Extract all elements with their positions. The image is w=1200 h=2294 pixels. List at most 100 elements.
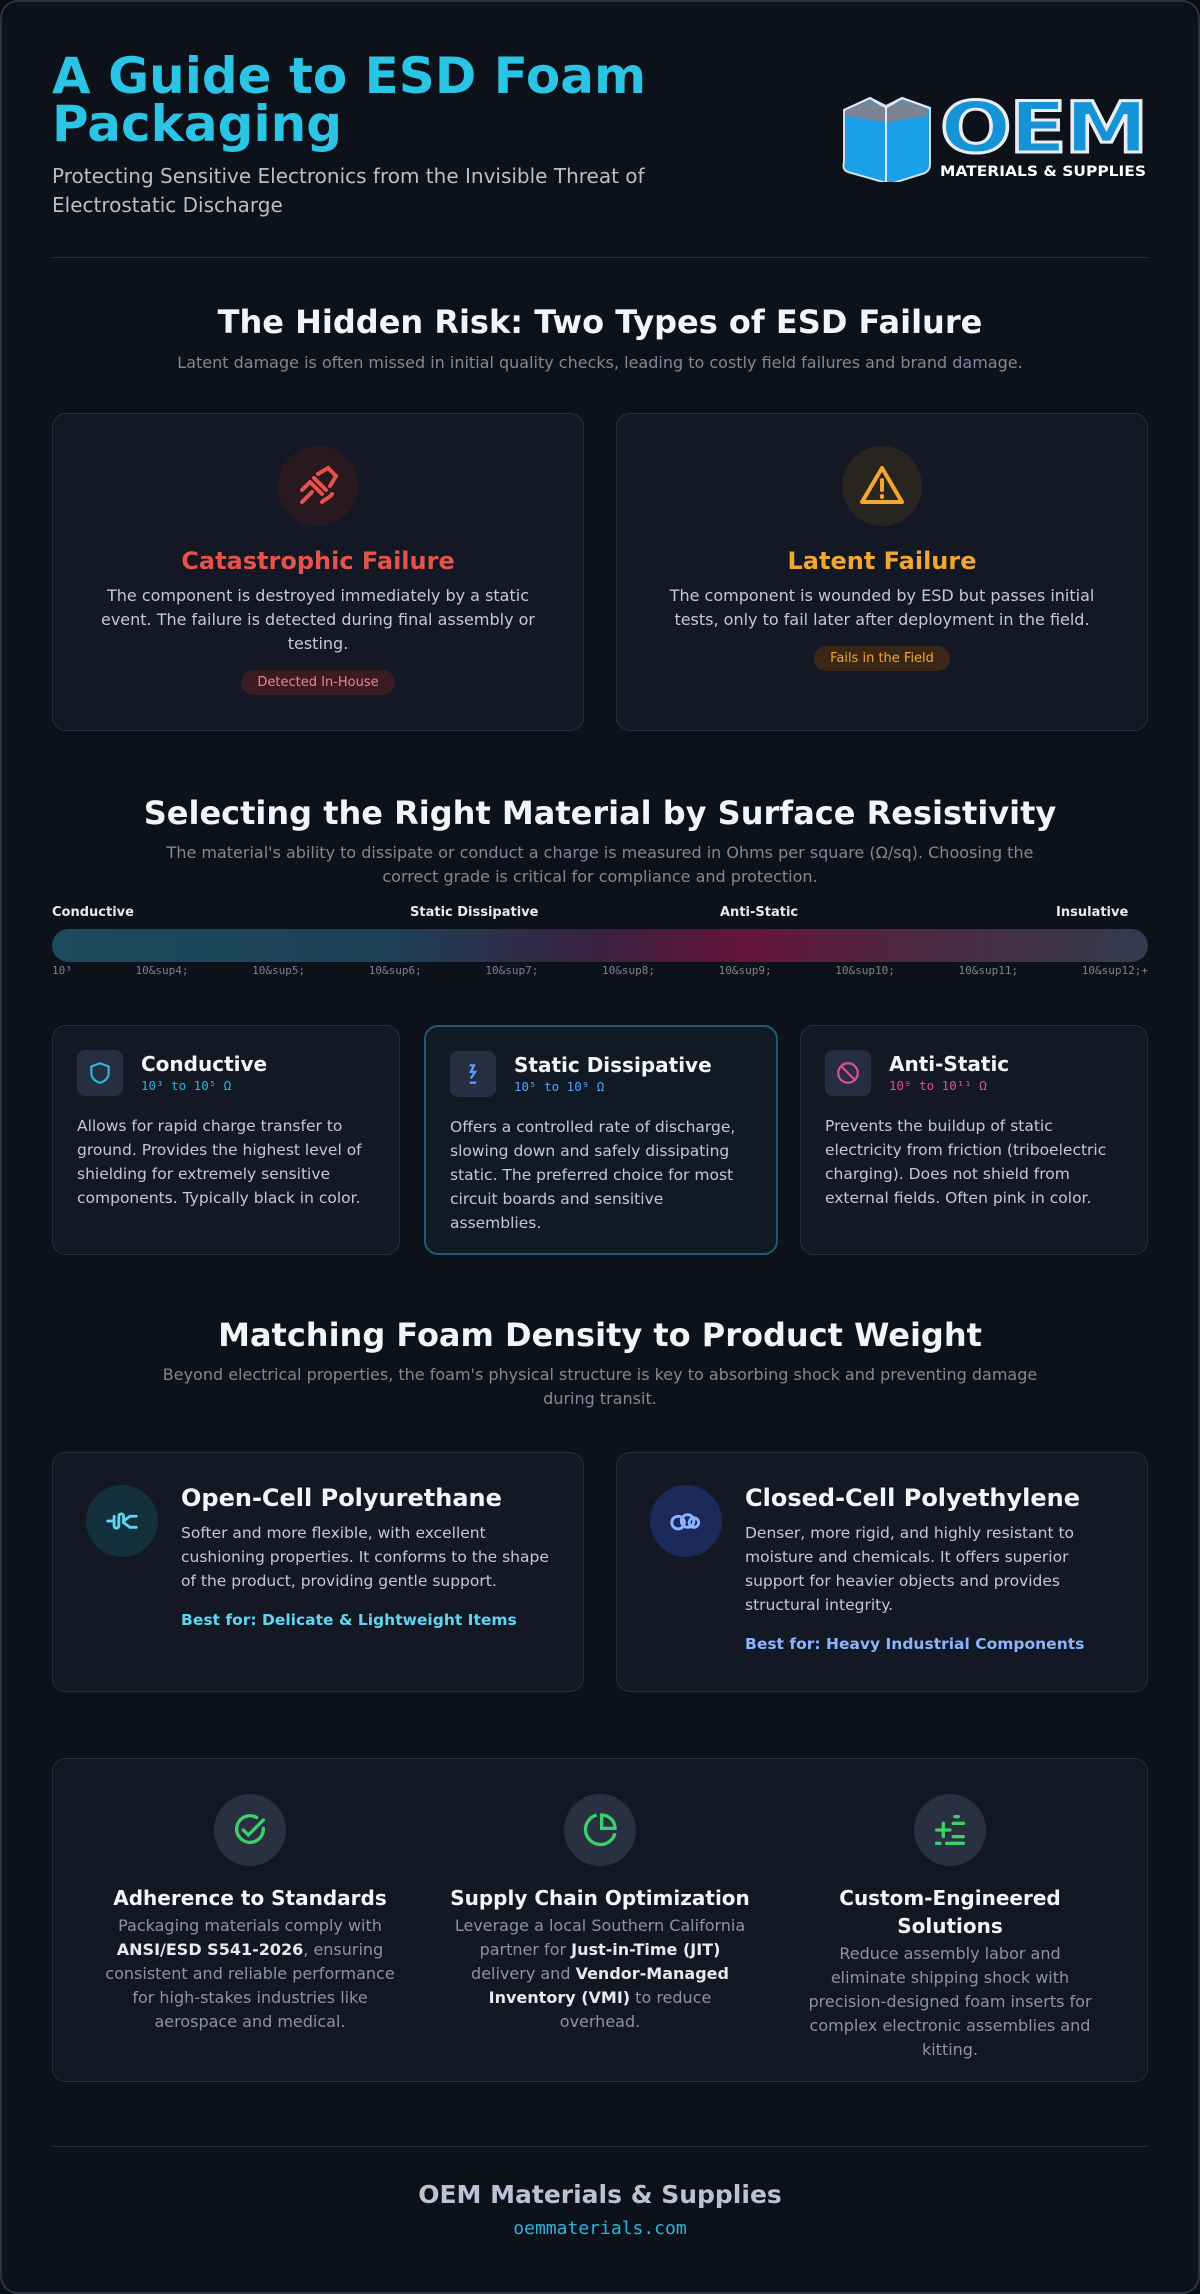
scale-tick-label: 10&sup12;+	[1081, 964, 1148, 977]
features-panel: Adherence to Standards Packaging materia…	[52, 1758, 1148, 2082]
material-range: 10⁵ to 10⁹ Ω	[514, 1079, 605, 1094]
failure-description: The component is destroyed immediately b…	[100, 586, 536, 653]
material-description: Allows for rapid charge transfer to grou…	[77, 1117, 362, 1207]
text-run: Packaging materials comply with	[118, 1916, 382, 1935]
feature-description: Packaging materials comply with ANSI/ESD…	[100, 1914, 400, 2034]
density-best-for: Best for: Delicate & Lightweight Items	[181, 1611, 517, 1629]
icon	[106, 1512, 138, 1530]
logo-box-lines	[843, 96, 931, 182]
scale-label: Conductive	[52, 905, 134, 920]
density-icon	[86, 1485, 158, 1557]
material-description: Prevents the buildup of static electrici…	[825, 1117, 1107, 1207]
density-card: Open-Cell Polyurethane Softer and more f…	[52, 1452, 584, 1692]
icon	[860, 466, 904, 504]
resistivity-bar	[52, 929, 1148, 962]
section-title: Selecting the Right Material by Surface …	[143, 794, 1057, 832]
section-subtitle: Beyond electrical properties, the foam's…	[162, 1365, 1038, 1408]
failure-description: The component is wounded by ESD but pass…	[669, 586, 1095, 629]
scale-tick-label: 10&sup4;	[135, 964, 189, 977]
scale-label: Static Dissipative	[410, 905, 539, 920]
icon	[90, 1062, 110, 1084]
divider	[52, 257, 1148, 258]
material-card: Conductive 10³ to 10⁵ Ω Allows for rapid …	[52, 1025, 400, 1255]
text-run: Just-in-Time (JIT)	[571, 1940, 721, 1959]
material-title: Static Dissipative	[514, 1053, 712, 1077]
feature-description: Reduce assembly labor and eliminate ship…	[800, 1942, 1100, 2062]
density-title: Open-Cell Polyurethane	[181, 1484, 502, 1512]
text-run: ANSI/ESD S541-2026	[116, 1940, 304, 1959]
section-title: The Hidden Risk: Two Types of ESD Failur…	[217, 303, 983, 341]
icon	[469, 1064, 478, 1084]
scale-label: Anti-Static	[720, 905, 799, 920]
section-title: Matching Foam Density to Product Weight	[218, 1316, 982, 1354]
icon	[837, 1062, 859, 1084]
divider	[52, 2146, 1148, 2147]
text-run: delivery and	[471, 1964, 576, 1983]
material-icon	[825, 1050, 871, 1096]
failure-badge: Fails in the Field	[814, 646, 950, 671]
feature-description: Leverage a local Southern California par…	[450, 1914, 750, 2034]
density-best-for: Best for: Heavy Industrial Components	[745, 1635, 1085, 1653]
density-description: Denser, more rigid, and highly resistant…	[745, 1524, 1075, 1614]
failure-icon	[842, 446, 922, 526]
logo-wordmark: OEM	[940, 92, 1146, 169]
title: A Guide to ESD Foam Packaging	[52, 47, 647, 153]
logo-box-top	[846, 100, 928, 122]
feature: Custom-Engineered Solutions Reduce assem…	[775, 1759, 1125, 2081]
section-subtitle: Latent damage is often missed in initial…	[177, 353, 1023, 372]
density-title: Closed-Cell Polyethylene	[745, 1484, 1081, 1512]
material-card: Static Dissipative 10⁵ to 10⁹ Ω Offers a …	[424, 1025, 778, 1255]
failure-title: Latent Failure	[787, 547, 977, 575]
material-description: Offers a controlled rate of discharge, s…	[450, 1118, 736, 1232]
icon	[300, 465, 339, 504]
failure-card: Latent Failure The component is wounded …	[616, 413, 1148, 731]
scale-tick-label: 10&sup6;	[368, 964, 422, 977]
feature-icon	[564, 1794, 636, 1866]
footer-link[interactable]: oemmaterials.com	[513, 2218, 687, 2239]
feature: Supply Chain Optimization Leverage a loc…	[425, 1759, 775, 2081]
feature-icon	[214, 1794, 286, 1866]
icon	[935, 1815, 965, 1845]
icon	[583, 1813, 617, 1847]
text-run: to reduce overhead.	[559, 1988, 712, 2031]
density-description: Softer and more flexible, with excellent…	[181, 1524, 549, 1590]
failure-badge: Detected In-House	[241, 670, 395, 695]
scale-tick-label: 10&sup8;	[602, 964, 655, 977]
scale-tick-label: 10&sup11;	[958, 964, 1019, 977]
text-run: Reduce assembly labor and eliminate ship…	[808, 1944, 1092, 2059]
material-title: Anti-Static	[889, 1052, 1010, 1076]
scale-tick-label: 10&sup9;	[718, 964, 772, 977]
footer-name: OEM Materials & Supplies	[418, 2180, 782, 2209]
scale-label: Insulative	[1056, 905, 1129, 920]
failure-icon	[278, 446, 358, 526]
logo-tagline: MATERIALS & SUPPLIES	[940, 164, 1146, 180]
logo: OEM MATERIALS & SUPPLIES	[842, 92, 1150, 182]
text-run: Leverage a local Southern California par…	[454, 1916, 746, 1959]
feature-title: Supply Chain Optimization	[450, 1886, 750, 1910]
material-range: 10³ to 10⁵ Ω	[141, 1078, 232, 1093]
scale-tick-label: 10&sup5;	[252, 964, 306, 977]
failure-title: Catastrophic Failure	[181, 547, 455, 575]
material-range: 10⁹ to 10¹¹ Ω	[889, 1078, 987, 1093]
icon	[235, 1814, 266, 1845]
section-subtitle: The material's ability to dissipate or c…	[166, 843, 1034, 886]
feature-title: Adherence to Standards	[113, 1886, 387, 1910]
material-card: Anti-Static 10⁹ to 10¹¹ Ω Prevents the bu…	[800, 1025, 1148, 1255]
text-run: Vendor-Managed Inventory (VMI)	[488, 1964, 729, 2007]
scale-tick-label: 10³	[52, 964, 72, 977]
density-icon	[650, 1485, 722, 1557]
material-icon	[77, 1050, 123, 1096]
material-title: Conductive	[141, 1052, 268, 1076]
feature: Adherence to Standards Packaging materia…	[75, 1759, 425, 2081]
scale-tick-label: 10&sup10;	[835, 964, 895, 977]
scale-tick-label: 10&sup7;	[485, 964, 539, 977]
icon	[670, 1513, 701, 1531]
scale-ticks: 10³ 10&sup4; 10&sup5; 10&sup6; 10&sup7; 10&su…	[52, 964, 1148, 977]
feature-title: Custom-Engineered Solutions	[839, 1886, 1061, 1938]
failure-card: Catastrophic Failure The component is de…	[52, 413, 584, 731]
feature-icon	[914, 1794, 986, 1866]
material-icon	[450, 1051, 496, 1097]
text-run: , ensuring consistent and reliable perfo…	[105, 1940, 395, 2031]
